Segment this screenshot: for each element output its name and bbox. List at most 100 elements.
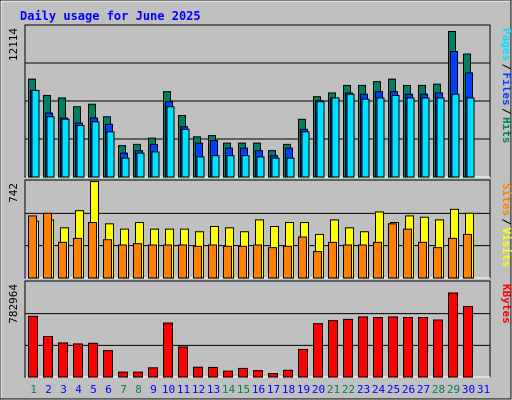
kbytes-bar-day-27 — [418, 317, 428, 378]
pages-bar-day-23 — [361, 98, 370, 178]
pages-bar-day-4 — [76, 125, 85, 178]
sites-bar-day-2 — [43, 212, 52, 279]
pages-bar-day-27 — [421, 97, 430, 178]
x-tick-label-day-21: 21 — [327, 383, 340, 396]
x-tick-label-day-4: 4 — [75, 383, 82, 396]
kbytes-bar-day-20 — [313, 323, 323, 378]
pages-bar-day-29 — [451, 93, 460, 178]
sites-bar-day-4 — [73, 237, 82, 279]
top-max-label: 12114 — [7, 28, 20, 61]
pages-bar-day-11 — [181, 128, 190, 178]
kbytes-bar-day-3 — [58, 342, 68, 378]
pages-bar-day-7 — [121, 157, 130, 178]
pages-bar-day-20 — [316, 101, 325, 178]
pages-bar-day-9 — [151, 151, 160, 178]
x-tick-label-day-6: 6 — [105, 383, 112, 396]
pages-bar-day-13 — [211, 155, 220, 178]
pages-bar-day-6 — [106, 131, 115, 178]
pages-bar-day-1 — [31, 89, 40, 178]
pages-bar-day-28 — [436, 97, 445, 178]
kbytes-bar-day-11 — [178, 346, 188, 378]
kbytes-bar-day-4 — [73, 343, 83, 378]
kbytes-bar-day-13 — [208, 366, 218, 378]
middle-legend-sites: Sites — [500, 183, 512, 216]
x-tick-label-day-7: 7 — [120, 383, 127, 396]
kbytes-bar-day-16 — [253, 370, 263, 378]
x-tick-label-day-18: 18 — [282, 383, 295, 396]
x-tick-label-day-3: 3 — [60, 383, 67, 396]
kbytes-bar-day-21 — [328, 320, 338, 378]
sites-bar-day-10 — [163, 244, 172, 279]
kbytes-bar-day-29 — [448, 292, 458, 378]
x-tick-label-day-20: 20 — [312, 383, 325, 396]
sites-bar-day-13 — [208, 244, 217, 279]
sites-bar-day-27 — [418, 241, 427, 279]
x-tick-label-day-2: 2 — [45, 383, 52, 396]
x-tick-label-day-15: 15 — [237, 383, 250, 396]
top-legend-pages: Pages — [500, 28, 512, 61]
x-tick-label-day-10: 10 — [162, 383, 175, 396]
x-tick-label-day-12: 12 — [192, 383, 205, 396]
pages-bar-day-14 — [226, 155, 235, 178]
pages-bar-day-16 — [256, 156, 265, 178]
x-tick-label-day-19: 19 — [297, 383, 310, 396]
pages-bar-day-22 — [346, 93, 355, 178]
pages-bar-day-24 — [376, 97, 385, 178]
sites-bar-day-6 — [103, 239, 112, 279]
middle-legend-visits: Visits — [500, 228, 512, 268]
sites-bar-day-1 — [28, 215, 37, 279]
sites-bar-day-8 — [133, 243, 142, 279]
x-tick-label-day-23: 23 — [357, 383, 370, 396]
sites-bar-day-30 — [463, 233, 472, 279]
sites-bar-day-19 — [298, 236, 307, 279]
pages-bar-day-3 — [61, 118, 70, 178]
x-tick-label-day-25: 25 — [387, 383, 400, 396]
sites-bar-day-20 — [313, 251, 322, 279]
sites-bar-day-18 — [283, 245, 292, 279]
middle-legend-separator: / — [500, 219, 512, 226]
sites-bar-day-11 — [178, 244, 187, 279]
kbytes-bar-day-2 — [43, 336, 53, 378]
x-tick-label-day-26: 26 — [402, 383, 415, 396]
pages-bar-day-25 — [391, 94, 400, 178]
sites-bar-day-24 — [373, 241, 382, 279]
x-tick-label-day-9: 9 — [150, 383, 157, 396]
kbytes-bar-day-18 — [283, 369, 293, 378]
kbytes-bar-day-25 — [388, 316, 398, 378]
x-tick-label-day-22: 22 — [342, 383, 355, 396]
kbytes-bar-day-17 — [268, 373, 278, 378]
x-tick-label-day-8: 8 — [135, 383, 142, 396]
sites-bar-day-15 — [238, 245, 247, 279]
pages-bar-day-30 — [466, 97, 475, 178]
sites-bar-day-21 — [328, 241, 337, 279]
pages-bar-day-15 — [241, 155, 250, 178]
pages-bar-day-18 — [286, 157, 295, 178]
sites-bar-day-9 — [148, 244, 157, 279]
x-tick-label-day-11: 11 — [177, 383, 190, 396]
x-tick-label-day-28: 28 — [432, 383, 445, 396]
top-legend-files: Files — [500, 73, 512, 106]
pages-bar-day-5 — [91, 121, 100, 178]
x-tick-label-day-16: 16 — [252, 383, 265, 396]
sites-bar-day-23 — [358, 244, 367, 279]
x-tick-label-day-17: 17 — [267, 383, 280, 396]
x-tick-label-day-13: 13 — [207, 383, 220, 396]
kbytes-bar-day-14 — [223, 370, 233, 378]
pages-bar-day-26 — [406, 97, 415, 178]
middle-max-label: 742 — [7, 183, 20, 203]
kbytes-bar-day-5 — [88, 342, 98, 378]
kbytes-bar-day-6 — [103, 350, 113, 378]
pages-bar-day-10 — [166, 106, 175, 178]
x-tick-label-day-31: 31 — [477, 383, 490, 396]
kbytes-bar-day-22 — [343, 318, 353, 378]
pages-bar-day-19 — [301, 131, 310, 178]
sites-bar-day-5 — [88, 222, 97, 279]
sites-bar-day-22 — [343, 244, 352, 279]
top-legend-separator: / — [500, 64, 512, 71]
kbytes-bar-day-26 — [403, 317, 413, 378]
kbytes-bar-day-24 — [373, 317, 383, 378]
chart-panels: 12114 Pages / Files / Hits 742 Sites / Visits 7829… — [7, 24, 512, 378]
kbytes-bar-day-30 — [463, 305, 473, 378]
sites-bar-day-7 — [118, 244, 127, 279]
